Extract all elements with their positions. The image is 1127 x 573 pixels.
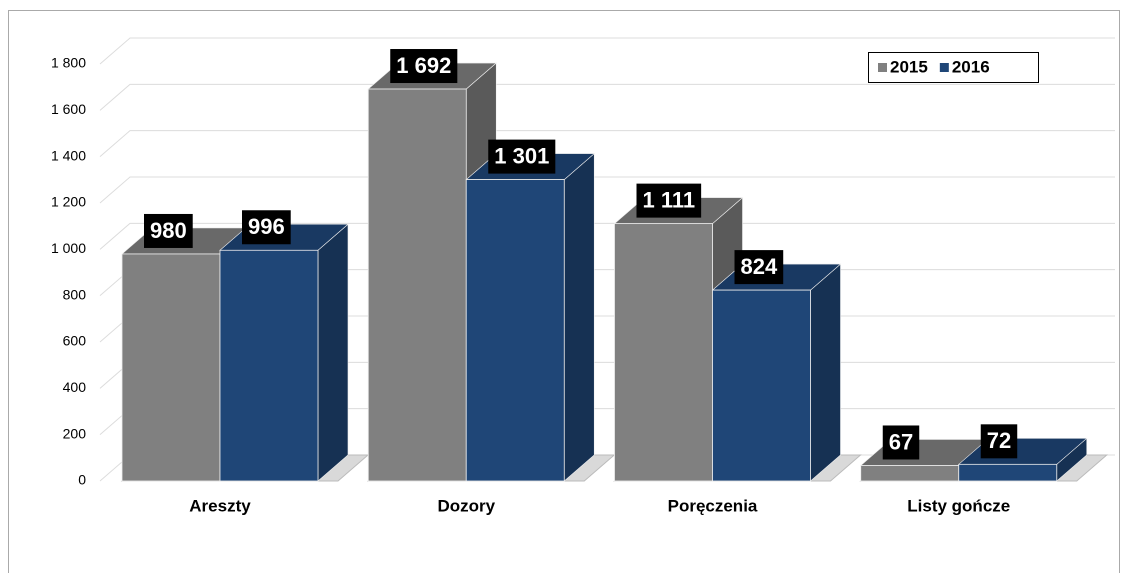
x-tick-label: Poręczenia — [668, 496, 758, 515]
y-tick-label: 800 — [63, 286, 87, 302]
bar — [219, 249, 319, 482]
x-tick-label: Areszty — [189, 496, 251, 515]
y-tick-label: 200 — [63, 425, 87, 441]
y-tick-label: 1 000 — [51, 240, 86, 256]
y-tick-label: 1 800 — [51, 55, 86, 71]
grid-line — [99, 130, 1115, 158]
value-label-box — [488, 139, 556, 174]
y-tick-label: 1 400 — [51, 147, 86, 163]
value-label-box — [636, 183, 702, 218]
value-label-box — [144, 213, 193, 248]
value-label-box — [390, 49, 458, 84]
legend-swatch — [939, 63, 949, 72]
value-label: 1 111 — [643, 187, 696, 212]
legend-label: 2015 — [890, 57, 928, 76]
value-label: 67 — [889, 429, 913, 454]
value-label: 1 692 — [396, 53, 451, 78]
x-tick-label: Dozory — [437, 496, 495, 515]
grid-line — [99, 37, 1115, 65]
bar — [860, 465, 960, 482]
value-label-box — [734, 250, 784, 285]
bar-side — [810, 263, 841, 482]
value-label: 824 — [741, 254, 778, 279]
value-label: 1 301 — [494, 143, 549, 168]
y-tick-label: 1 200 — [51, 194, 86, 210]
bar — [367, 88, 467, 482]
value-label: 996 — [248, 214, 285, 239]
bar — [712, 289, 811, 482]
value-label: 980 — [150, 218, 187, 243]
value-label-box — [980, 424, 1018, 459]
y-tick-label: 1 600 — [51, 101, 86, 117]
bar-side — [563, 152, 595, 482]
x-tick-label: Listy gończe — [907, 496, 1010, 515]
legend-box — [868, 52, 1039, 83]
value-label: 72 — [987, 428, 1011, 453]
bar — [958, 463, 1058, 482]
legend-swatch — [878, 63, 887, 72]
bar — [465, 179, 565, 482]
bar — [121, 253, 221, 482]
grid-line — [99, 222, 1115, 250]
bar-side — [317, 223, 349, 482]
y-tick-label: 600 — [63, 333, 87, 349]
value-label-box — [242, 210, 291, 245]
grid-line — [99, 83, 1115, 111]
value-label-box — [882, 425, 920, 460]
legend-label: 2016 — [952, 57, 990, 76]
y-tick-label: 400 — [63, 379, 87, 395]
bar — [614, 223, 713, 482]
grid-line — [99, 176, 1115, 204]
y-tick-label: 0 — [78, 472, 86, 488]
